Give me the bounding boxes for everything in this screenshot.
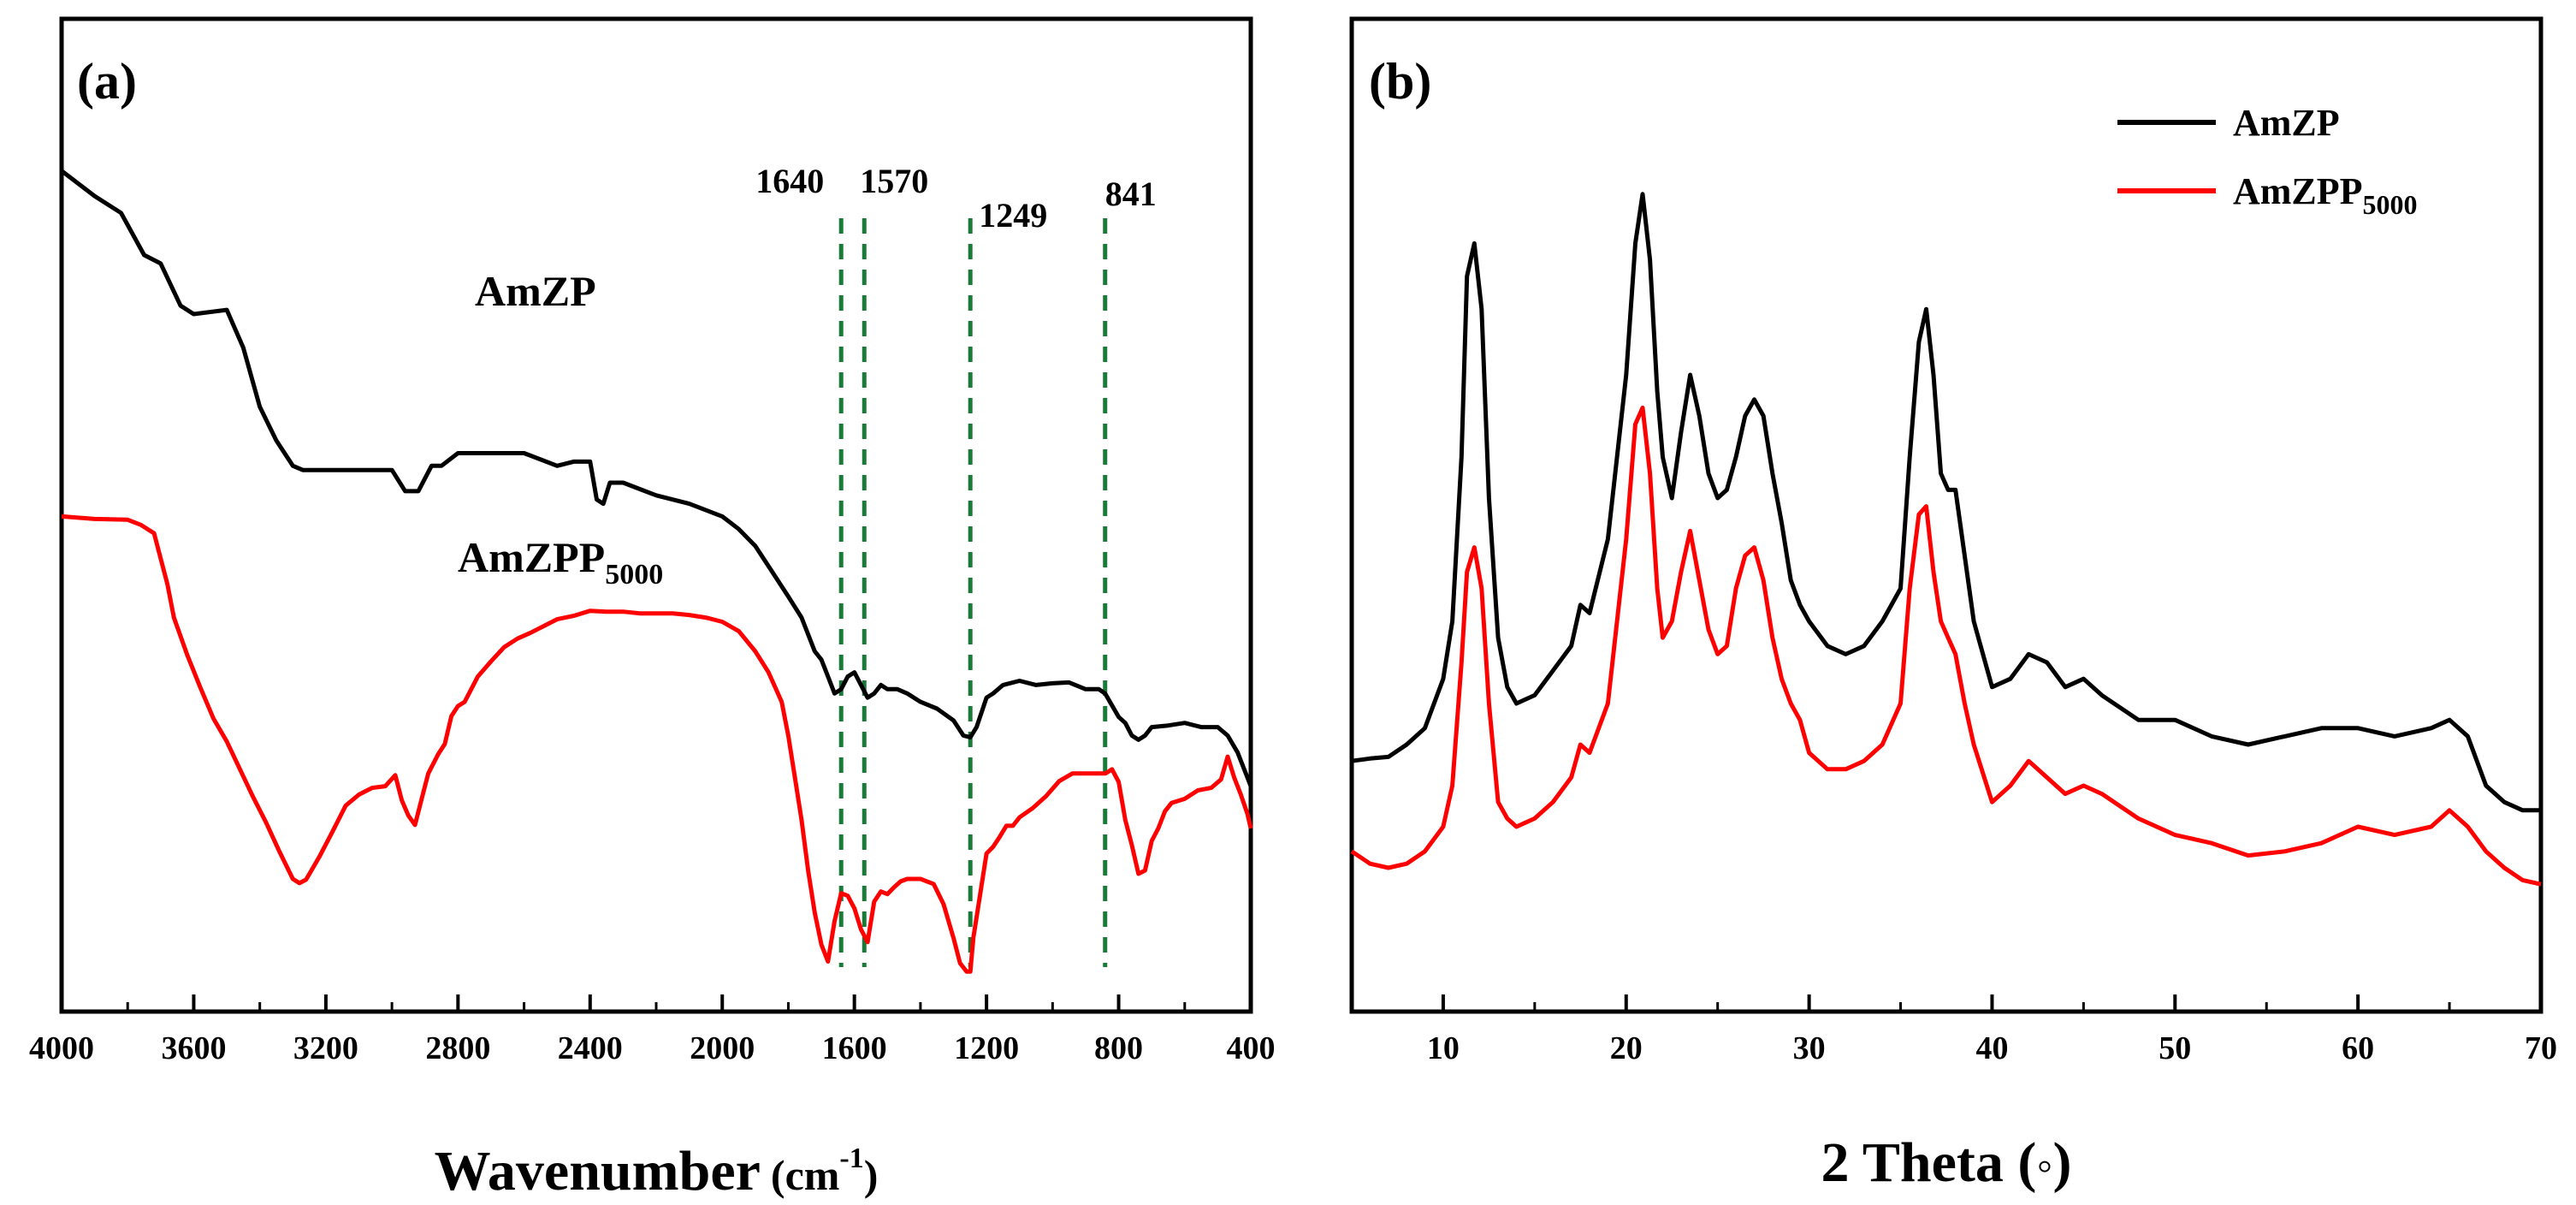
legend-label-amzpp5000-main: AmZPP [2233, 170, 2363, 212]
panel-b-x-tick-label-70: 70 [2525, 1030, 2557, 1066]
panel-b: (b) 10 20 30 40 50 60 70 AmZP AmZPP5000 2 Thet… [1349, 16, 2557, 1194]
trace-label-amzpp5000-main: AmZPP [458, 533, 605, 581]
panel-b-label: (b) [1369, 53, 1431, 110]
panel-b-x-tick-label-10: 10 [1427, 1030, 1460, 1066]
panel-a-series-amzpp5000 [61, 513, 1253, 974]
panel-b-x-axis-title-symbol: ◦ [2036, 1140, 2052, 1191]
legend-label-amzpp5000: AmZPP5000 [2233, 170, 2418, 220]
trace-label-amzpp5000-sub: 5000 [605, 559, 663, 591]
legend-label-amzpp5000-sub: 5000 [2363, 189, 2418, 220]
peak-label-1249: 1249 [979, 196, 1047, 234]
panel-a-label: (a) [77, 53, 137, 110]
peak-label-1570: 1570 [860, 162, 928, 200]
panel-b-x-axis-title-main: 2 Theta ( [1821, 1131, 2037, 1194]
panel-a-x-tick-label-2400: 2400 [558, 1030, 623, 1066]
panel-b-series [1350, 192, 2542, 887]
panel-a-x-tick-label-4000: 4000 [29, 1030, 94, 1066]
panel-b-x-axis-title-close: ) [2052, 1131, 2071, 1194]
panel-a-x-axis-title-close: ) [864, 1151, 879, 1199]
panel-a-x-tick-label-3600: 3600 [161, 1030, 226, 1066]
panel-a-x-axis-title-unit: (cm [771, 1151, 840, 1199]
panel-b-series-amzpp5000 [1350, 405, 2542, 887]
panel-b-x-tick-label-60: 60 [2342, 1030, 2374, 1066]
peak-label-1640: 1640 [755, 162, 824, 200]
panel-a-plot-frame [59, 16, 1253, 1014]
trace-label-amzp: AmZP [475, 267, 596, 315]
panel-a-x-axis-title: Wavenumber (cm-1) [435, 1140, 879, 1202]
panel-b-x-tick-label-20: 20 [1610, 1030, 1643, 1066]
panel-a: (a) 1640 1570 1249 841 4000 3600 3200 2800 2400… [29, 16, 1276, 1202]
panel-a-x-tick-label-3200: 3200 [293, 1030, 358, 1066]
panel-a-x-tick-label-2800: 2800 [425, 1030, 490, 1066]
panel-a-x-tick-label-1200: 1200 [954, 1030, 1019, 1066]
panel-b-x-tick-label-40: 40 [1975, 1030, 2008, 1066]
trace-label-amzpp5000: AmZPP5000 [458, 533, 663, 591]
panel-a-series [60, 169, 1253, 974]
panel-a-x-tick-label-800: 800 [1094, 1030, 1143, 1066]
peak-label-841: 841 [1105, 175, 1157, 213]
legend: AmZP AmZPP5000 [2117, 102, 2418, 220]
panel-b-plot-frame [1349, 16, 2543, 1014]
panel-b-x-tick-label-30: 30 [1793, 1030, 1826, 1066]
panel-b-x-ticks: 10 20 30 40 50 60 70 [1427, 994, 2557, 1066]
panel-b-series-amzp [1351, 192, 2541, 813]
panel-a-x-tick-label-2000: 2000 [690, 1030, 755, 1066]
panel-a-series-amzp [60, 169, 1253, 787]
panel-a-x-axis-title-sup: -1 [839, 1143, 863, 1174]
panel-a-x-axis-title-main: Wavenumber [435, 1140, 761, 1202]
panel-a-x-tick-label-1600: 1600 [822, 1030, 887, 1066]
legend-label-amzp: AmZP [2233, 102, 2340, 144]
panel-a-x-tick-label-400: 400 [1227, 1030, 1276, 1066]
panel-b-x-tick-label-50: 50 [2159, 1030, 2191, 1066]
panel-a-peak-markers: 1640 1570 1249 841 [755, 162, 1157, 967]
panel-b-x-axis-title: 2 Theta (◦) [1821, 1131, 2072, 1194]
panel-a-x-ticks: 4000 3600 3200 2800 2400 2000 1600 1200 800 400 [29, 994, 1276, 1066]
